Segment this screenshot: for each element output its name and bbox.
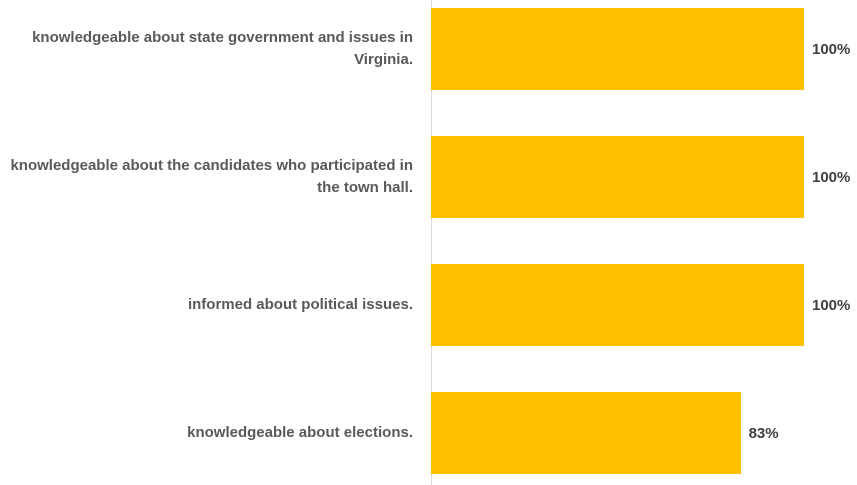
bar xyxy=(431,136,804,218)
bar xyxy=(431,392,741,474)
value-label: 100% xyxy=(812,40,851,58)
category-text: knowledgeable about state government and… xyxy=(32,29,413,68)
axis-line xyxy=(431,0,432,485)
category-text: knowledgeable about the candidates who p… xyxy=(10,157,413,196)
category-label: knowledgeable about state government and… xyxy=(0,8,413,90)
category-label: knowledgeable about elections. xyxy=(0,392,413,474)
category-label: informed about political issues. xyxy=(0,264,413,346)
category-text: knowledgeable about elections. xyxy=(187,424,413,441)
bar xyxy=(431,8,804,90)
value-label: 100% xyxy=(812,168,851,186)
value-label: 83% xyxy=(748,424,779,442)
value-label: 100% xyxy=(812,296,851,314)
category-label: knowledgeable about the candidates who p… xyxy=(0,136,413,218)
category-text: informed about political issues. xyxy=(187,296,413,313)
bar xyxy=(431,264,804,346)
